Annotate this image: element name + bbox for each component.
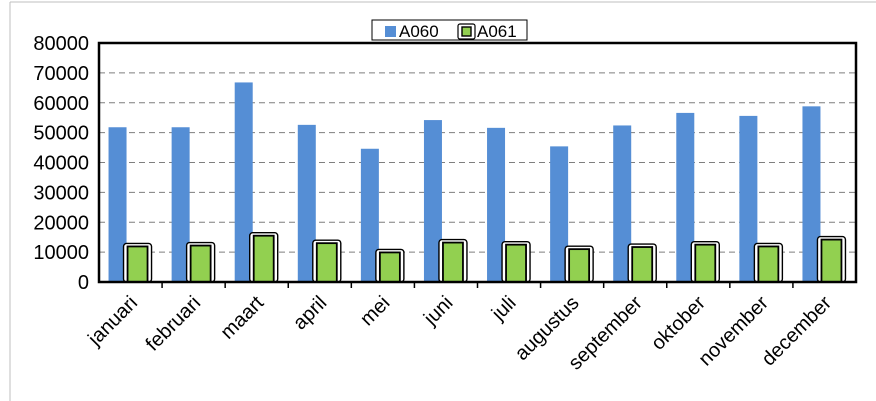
bar-a061 xyxy=(694,243,717,283)
gridlines xyxy=(99,72,856,253)
y-tick-label: 60000 xyxy=(33,93,89,115)
legend-label-a061: A061 xyxy=(477,22,517,41)
x-tick-label: juli xyxy=(487,292,521,326)
bar-a061 xyxy=(378,251,401,283)
bar-a060 xyxy=(550,146,569,282)
legend-swatch-a061 xyxy=(461,26,472,37)
legend-label-a060: A060 xyxy=(399,22,439,41)
bar-a060 xyxy=(297,124,316,282)
legend-swatch-a060 xyxy=(385,26,396,37)
y-tick-label: 20000 xyxy=(33,212,89,234)
bar-a060 xyxy=(613,125,632,282)
x-tick-label: maart xyxy=(217,292,269,344)
x-axis: januari februari maart april mei juni juliaugu… xyxy=(83,282,836,374)
bar-a060 xyxy=(108,127,127,282)
y-tick-label: 70000 xyxy=(33,63,89,85)
bar-a060 xyxy=(802,106,821,283)
legend-box xyxy=(371,19,528,41)
x-tick-label: december xyxy=(758,292,837,371)
bar-a060 xyxy=(171,127,190,282)
bars xyxy=(108,82,847,283)
bar-a060 xyxy=(423,120,442,282)
y-tick-label: 0 xyxy=(78,272,89,294)
bar-a060 xyxy=(234,82,253,282)
x-tick-label: januari xyxy=(83,292,142,351)
y-tick-label: 50000 xyxy=(33,123,89,145)
x-tick-label: oktober xyxy=(647,292,710,355)
bar-a061 xyxy=(442,241,464,283)
bar-a061 xyxy=(505,243,527,283)
bar-a061 xyxy=(315,242,338,283)
bar-a060 xyxy=(487,127,506,282)
y-tick-label: 40000 xyxy=(33,153,89,175)
bar-a060 xyxy=(739,115,758,283)
y-tick-label: 10000 xyxy=(33,242,89,264)
y-axis: 0 10000 20000 30000 40000 50000 60000 70000 8000… xyxy=(33,33,89,294)
x-tick-label: februari xyxy=(142,292,206,356)
y-tick-label: 30000 xyxy=(33,182,89,204)
x-tick-label: juni xyxy=(419,292,457,330)
bar-a061 xyxy=(252,234,275,283)
bar-a061 xyxy=(631,246,654,283)
bar-a061 xyxy=(189,244,212,283)
bar-a061 xyxy=(820,238,843,283)
bar-a060 xyxy=(676,112,695,282)
bar-a060 xyxy=(360,148,379,282)
x-tick-label: april xyxy=(289,292,331,334)
bar-a061 xyxy=(126,245,149,283)
legend: A060 A061 xyxy=(371,19,528,41)
bar-a061 xyxy=(757,245,780,283)
bar-a061 xyxy=(568,248,591,283)
y-tick-label: 80000 xyxy=(33,33,89,55)
x-tick-label: mei xyxy=(356,292,394,330)
